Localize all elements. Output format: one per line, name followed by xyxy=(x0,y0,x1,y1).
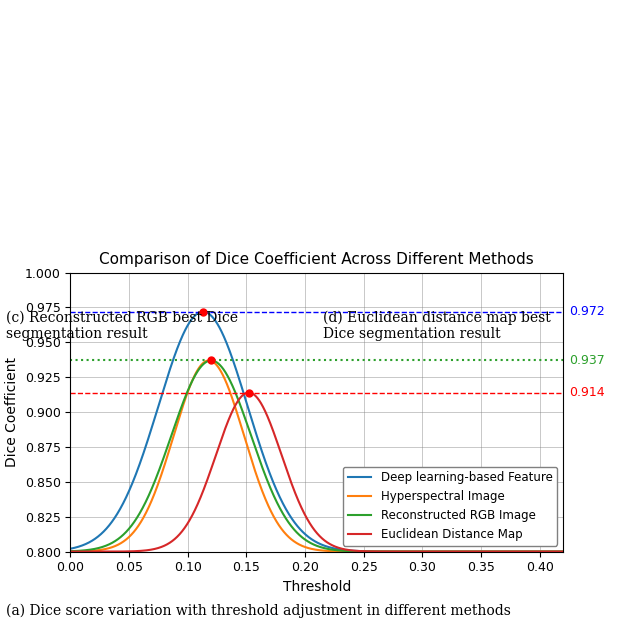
Deep learning-based Feature xyxy=(67,545,74,552)
Hyperspectral Image xyxy=(205,357,212,365)
Deep learning-based Feature xyxy=(293,522,301,529)
Text: 0.972: 0.972 xyxy=(569,305,605,318)
Y-axis label: Dice Coefficient: Dice Coefficient xyxy=(5,357,19,467)
Reconstructed RGB Image xyxy=(293,529,301,536)
Hyperspectral Image xyxy=(307,545,314,552)
Hyperspectral Image xyxy=(545,548,553,555)
Reconstructed RGB Image xyxy=(207,357,215,365)
Euclidean Distance Map xyxy=(545,548,553,555)
Hyperspectral Image xyxy=(545,548,553,555)
Hyperspectral Image xyxy=(67,548,74,555)
Deep learning-based Feature xyxy=(545,548,553,555)
Text: (a) Dice score variation with threshold adjustment in different methods: (a) Dice score variation with threshold … xyxy=(6,604,511,618)
Hyperspectral Image xyxy=(293,540,301,547)
Euclidean Distance Map xyxy=(244,389,252,396)
Line: Reconstructed RGB Image: Reconstructed RGB Image xyxy=(70,361,563,552)
Title: Comparison of Dice Coefficient Across Different Methods: Comparison of Dice Coefficient Across Di… xyxy=(99,252,534,268)
Deep learning-based Feature xyxy=(307,534,314,542)
Hyperspectral Image xyxy=(559,548,567,555)
Text: (d) Euclidean distance map best
Dice segmentation result: (d) Euclidean distance map best Dice seg… xyxy=(323,311,551,341)
Line: Hyperspectral Image: Hyperspectral Image xyxy=(70,361,563,552)
Legend: Deep learning-based Feature, Hyperspectral Image, Reconstructed RGB Image, Eucli: Deep learning-based Feature, Hyperspectr… xyxy=(343,467,557,546)
Reconstructed RGB Image xyxy=(455,548,463,555)
Deep learning-based Feature xyxy=(199,308,207,316)
Euclidean Distance Map xyxy=(293,494,301,501)
Text: 0.937: 0.937 xyxy=(569,354,605,367)
Deep learning-based Feature xyxy=(92,534,99,542)
Reconstructed RGB Image xyxy=(559,548,567,555)
Deep learning-based Feature xyxy=(455,548,463,555)
Reconstructed RGB Image xyxy=(543,548,551,555)
Reconstructed RGB Image xyxy=(67,547,74,555)
Reconstructed RGB Image xyxy=(307,539,314,547)
Euclidean Distance Map xyxy=(67,548,74,555)
Euclidean Distance Map xyxy=(92,548,99,555)
Deep learning-based Feature xyxy=(545,548,553,555)
Line: Euclidean Distance Map: Euclidean Distance Map xyxy=(70,392,563,552)
Reconstructed RGB Image xyxy=(545,548,553,555)
Euclidean Distance Map xyxy=(545,548,553,555)
Hyperspectral Image xyxy=(92,547,99,554)
Deep learning-based Feature xyxy=(559,548,567,555)
Reconstructed RGB Image xyxy=(545,548,553,555)
Reconstructed RGB Image xyxy=(92,545,99,552)
Euclidean Distance Map xyxy=(307,521,314,528)
Text: (c) Reconstructed RGB best Dice
segmentation result: (c) Reconstructed RGB best Dice segmenta… xyxy=(6,311,239,341)
Euclidean Distance Map xyxy=(521,548,529,555)
Line: Deep learning-based Feature: Deep learning-based Feature xyxy=(70,312,563,552)
Hyperspectral Image xyxy=(501,548,509,555)
Hyperspectral Image xyxy=(455,548,463,555)
X-axis label: Threshold: Threshold xyxy=(283,580,351,594)
Text: 0.914: 0.914 xyxy=(569,386,604,399)
Euclidean Distance Map xyxy=(455,548,463,555)
Euclidean Distance Map xyxy=(559,548,567,555)
